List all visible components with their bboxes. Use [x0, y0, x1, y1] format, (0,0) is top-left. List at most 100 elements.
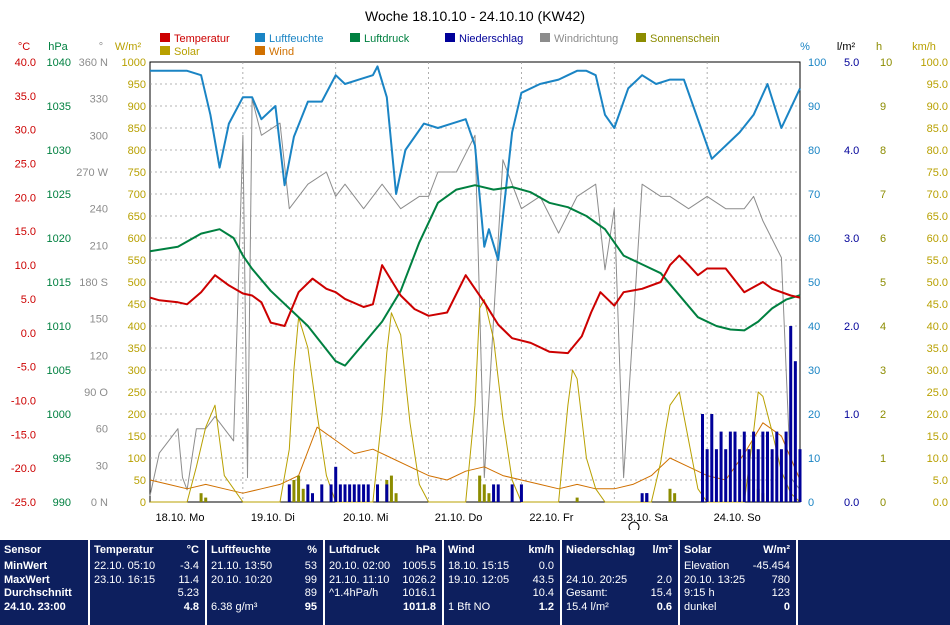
- bar-niederschlag: [357, 484, 361, 502]
- axis-solar-tick: 1000: [122, 57, 146, 69]
- axis-solar-tick: 600: [128, 233, 146, 245]
- stats-luftfeuchte-unit: %: [307, 544, 317, 556]
- stats-niederschlag-max-time: 24.10. 20:25: [566, 573, 628, 586]
- axis-unit-label: °C: [18, 41, 30, 53]
- stats-luftdruck-trend: ^1.4hPa/h: [329, 587, 379, 599]
- axis-sunshine-tick: 9: [880, 101, 886, 113]
- stats-wind: Wind km/h 18.10. 15:15 0.0 19.10. 12:05 43.…: [444, 540, 558, 625]
- bar-niederschlag: [756, 449, 760, 502]
- axis-temp-tick: -10.0: [11, 395, 36, 407]
- axis-wind-tick: 50.0: [927, 277, 948, 289]
- axis-winddir-tick: 0 N: [91, 497, 108, 509]
- x-axis-labels: 18.10. Mo 19.10. Di 20.10. Mi 21.10. Do 22.1…: [156, 512, 761, 524]
- axis-wind-tick: 60.0: [927, 233, 948, 245]
- bar-niederschlag: [519, 484, 523, 502]
- bar-niederschlag: [752, 431, 756, 502]
- stats-luftfeuchte-header: Luftfeuchte: [211, 544, 271, 556]
- axis-temp-tick: 35.0: [15, 91, 36, 103]
- legend-swatch: [636, 33, 646, 42]
- bar-niederschlag: [793, 361, 797, 502]
- legend-swatch: [255, 46, 265, 55]
- axis-wind-tick: 75.0: [927, 167, 948, 179]
- x-axis-label: 23.10. Sa: [621, 512, 669, 524]
- stats-wind-max: 43.5: [532, 573, 554, 586]
- stats-wind-current: 1.2: [538, 600, 554, 613]
- axis-pressure-tick: 1000: [47, 409, 71, 421]
- series-solar: [150, 299, 801, 503]
- axis-unit-label: h: [876, 41, 882, 53]
- axis-pressure-tick: 1015: [47, 277, 71, 289]
- stats-luftfeuchte-max: 99: [304, 573, 317, 586]
- axis-pressure-tick: 990: [53, 497, 71, 509]
- stats-luftdruck-min-time: 20.10. 02:00: [329, 560, 391, 572]
- bar-niederschlag: [766, 431, 769, 502]
- axis-temp-tick: 25.0: [15, 159, 36, 171]
- axis-wind-tick: 30.0: [927, 365, 948, 377]
- bar-niederschlag: [640, 493, 644, 502]
- axis-wind-tick: 90.0: [927, 101, 948, 113]
- bar-sonnenschein: [575, 497, 579, 502]
- axis-pressure-tick: 1025: [47, 189, 71, 201]
- axis-humidity-tick: 40: [808, 321, 820, 333]
- bar-niederschlag: [376, 484, 379, 502]
- stats-luftdruck-avg: 1016.1: [402, 587, 436, 599]
- legend-swatch: [540, 33, 550, 42]
- stats-temperatur-min: -3.4: [180, 560, 199, 572]
- chart-axes: -25.0-20.0-15.0-10.0-5.00.05.010.015.020…: [11, 41, 948, 509]
- bar-sonnenschein: [482, 484, 486, 502]
- bar-sonnenschein: [389, 475, 393, 502]
- axis-pressure-tick: 1030: [47, 145, 71, 157]
- axis-winddir-tick: 270 W: [76, 167, 108, 179]
- axis-solar-tick: 850: [128, 123, 146, 135]
- legend-swatch: [160, 46, 170, 55]
- stats-niederschlag-footer-label: 15.4 l/m²: [566, 600, 609, 613]
- stats-niederschlag-header: Niederschlag: [566, 544, 636, 556]
- stats-wind-min-time: 18.10. 15:15: [448, 560, 510, 572]
- bar-niederschlag: [770, 449, 774, 502]
- axis-sunshine-tick: 8: [880, 145, 886, 157]
- bar-niederschlag: [348, 484, 352, 502]
- axis-wind-tick: 80.0: [927, 145, 948, 157]
- bar-niederschlag: [747, 449, 751, 502]
- axis-wind-tick: 85.0: [927, 123, 948, 135]
- stats-niederschlag-unit: l/m²: [652, 544, 672, 556]
- axis-pressure-tick: 995: [53, 453, 71, 465]
- axis-temp-tick: 40.0: [15, 57, 36, 69]
- chart-grid: [149, 61, 801, 503]
- axis-temp-tick: 15.0: [15, 226, 36, 238]
- legend-label: Solar: [174, 46, 200, 58]
- stats-panel: Sensor MinWert MaxWert Durchschnitt 24.1…: [0, 540, 950, 625]
- axis-humidity-tick: 90: [808, 101, 820, 113]
- axis-wind-tick: 5.0: [933, 475, 948, 487]
- bar-niederschlag: [311, 493, 314, 502]
- axis-winddir-tick: 240: [90, 204, 108, 216]
- bar-niederschlag: [385, 484, 389, 502]
- axis-solar-tick: 250: [128, 387, 146, 399]
- stats-luftfeuchte: Luftfeuchte% 21.10. 13:50 53 20.10. 10:20…: [207, 540, 321, 625]
- stats-solar-state: dunkel: [684, 600, 717, 613]
- bar-niederschlag: [287, 484, 291, 502]
- x-axis-label: 24.10. So: [714, 512, 761, 524]
- axis-wind-tick: 65.0: [927, 211, 948, 223]
- bar-niederschlag: [705, 449, 709, 502]
- stats-luftdruck-max-time: 21.10. 11:10: [329, 573, 390, 586]
- axis-wind-tick: 100.0: [920, 57, 948, 69]
- stats-wind-unit: km/h: [528, 544, 554, 556]
- axis-sunshine-tick: 4: [880, 321, 886, 333]
- bar-sonnenschein: [199, 493, 203, 502]
- legend-label: Windrichtung: [554, 33, 618, 45]
- axis-solar-tick: 800: [128, 145, 146, 157]
- axis-winddir-tick: 150: [90, 314, 108, 326]
- legend-label: Sonnenschein: [650, 33, 720, 45]
- legend-label: Luftfeuchte: [269, 33, 323, 45]
- axis-wind-tick: 40.0: [927, 321, 948, 333]
- axis-winddir-tick: 180 S: [79, 277, 108, 289]
- axis-humidity-tick: 30: [808, 365, 820, 377]
- bar-niederschlag: [714, 449, 718, 502]
- stats-sensor-max: MaxWert: [4, 573, 50, 586]
- axis-solar-tick: 700: [128, 189, 146, 201]
- bar-niederschlag: [343, 484, 347, 502]
- stats-wind-min: 0.0: [538, 560, 554, 572]
- bar-niederschlag: [338, 484, 342, 502]
- scroll-marker-icon[interactable]: [628, 521, 640, 530]
